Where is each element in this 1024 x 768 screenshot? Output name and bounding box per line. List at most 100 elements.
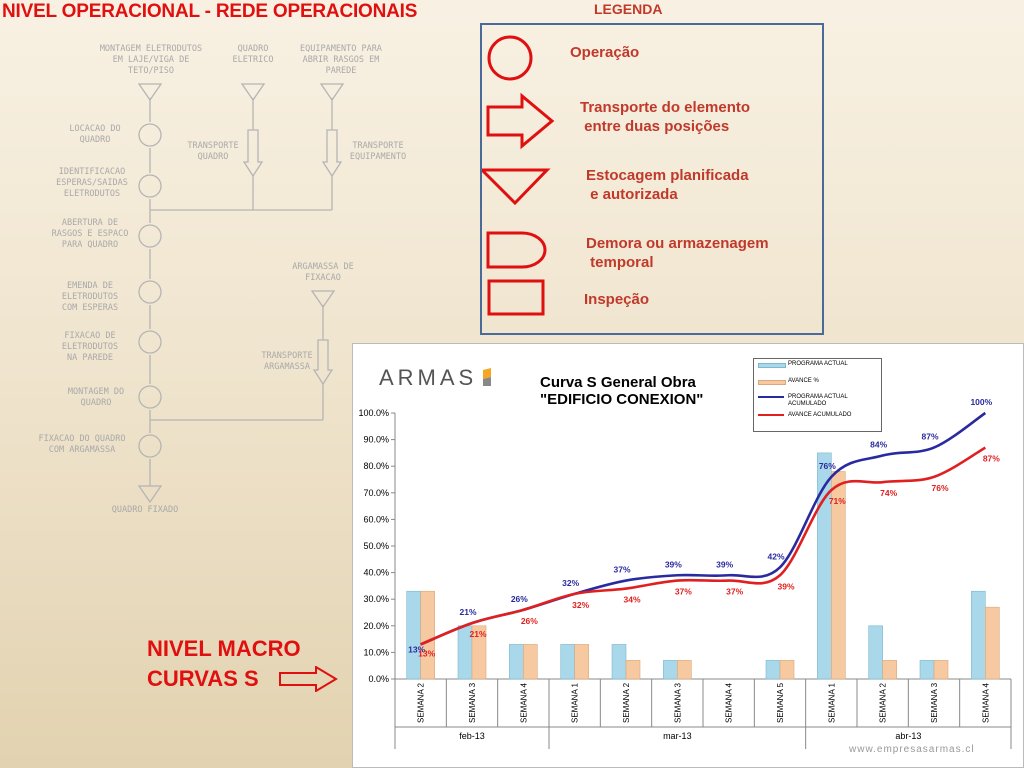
legend-label-transporte: Transporte do elemento entre duas posiçõ… (580, 99, 751, 135)
data-label-programa-acum: 26% (511, 594, 528, 604)
bar-avance (420, 590, 435, 680)
data-label-avance-acum: 37% (726, 587, 743, 597)
transport-arrow-icon (242, 129, 264, 178)
bar-avance (677, 660, 692, 680)
data-label-programa-acum: 37% (613, 565, 630, 575)
data-label-programa-acum: 87% (921, 432, 938, 442)
legend-swatch-programa (758, 363, 786, 368)
s-curve-chart: 0.0% 10.0% 20.0% 30.0% 40.0% 50.0% 60.0% 70.0% 8… (358, 397, 1012, 749)
data-label-avance-acum: 71% (829, 496, 846, 506)
chart-legend: PROGRAMA ACTUAL AVANCE % PROGRAMA ACTUAL… (753, 358, 882, 432)
data-label-avance-acum: 21% (469, 629, 486, 639)
flow-label-montagem-eletrodutos: MONTAGEM ELETRODUTOS EM LAJE/VIGA DE TET… (99, 44, 203, 76)
flow-label-equipamento-abrir: EQUIPAMENTO PARA ABRIR RASGOS EM PAREDE (300, 44, 382, 76)
bar-programa (611, 644, 627, 680)
armas-logo-mark-icon (483, 368, 491, 386)
data-label-programa-acum: 39% (716, 559, 733, 569)
data-label-avance-acum: 13% (418, 648, 435, 658)
storage-triangle-icon (310, 290, 336, 309)
flow-label-quadro-eletrico: QUADRO ELETRICO (232, 44, 274, 65)
bar-programa (765, 660, 781, 680)
data-label-programa-acum: 42% (767, 551, 784, 561)
data-label-avance-acum: 32% (572, 600, 589, 610)
storage-triangle-icon (137, 485, 163, 504)
chart-title-line1: Curva S General Obra (540, 374, 696, 391)
legend-swatch-avance (758, 380, 786, 385)
macro-arrow-icon (279, 666, 338, 692)
flow-label-fixacao-quadro: FIXACAO DO QUADRO COM ARGAMASSA (38, 434, 126, 455)
legend-label-estocagem: Estocagem planificada e autorizada (586, 167, 749, 203)
macro-label: NIVEL MACRO CURVAS S (147, 634, 301, 694)
bar-avance (471, 625, 487, 680)
operation-circle-icon (138, 434, 162, 458)
legend-label-inspecao: Inspeção (584, 291, 650, 308)
legend-box: Operação Transporte do elemento entre du… (480, 23, 824, 335)
operation-circle-icon (138, 224, 162, 248)
x-tick-label: SEMANA 2 (622, 682, 631, 723)
flow-label-identificacao-esperas: IDENTIFICACAO ESPERAS/SAIDAS ELETRODUTOS (56, 167, 128, 199)
data-label-avance-acum: 74% (880, 488, 897, 498)
bar-avance (625, 660, 641, 680)
x-tick-label: SEMANA 4 (725, 682, 734, 723)
data-label-avance-acum: 26% (521, 616, 538, 626)
line-programa-acumulado (420, 411, 987, 646)
bar-avance (574, 644, 589, 680)
data-label-programa-acum: 21% (459, 607, 476, 617)
delay-d-icon (486, 231, 547, 269)
bar-programa (663, 660, 678, 680)
legend-swatch-programa-acum (758, 396, 784, 398)
chart-legend-avance: AVANCE % (788, 378, 819, 384)
flow-label-transporte-argamassa: TRANSPORTE ARGAMASSA (261, 351, 313, 372)
chart-title-line2: "EDIFICIO CONEXION" (540, 391, 704, 408)
flow-diagram (137, 83, 345, 504)
y-tick-label: 20.0% (363, 621, 389, 631)
bar-avance (523, 644, 538, 680)
chart-legend-avance-acum: AVANCE ACUMULADO (788, 412, 852, 418)
bar-avance (779, 660, 795, 680)
flow-label-abertura-rasgos: ABERTURA DE RASGOS E ESPACO PARA QUADRO (51, 218, 129, 250)
legend-label-operacao: Operação (570, 44, 640, 61)
y-tick-label: 100.0% (358, 408, 389, 418)
bar-programa (868, 625, 883, 680)
operation-circle-icon (138, 280, 162, 304)
data-label-programa-acum: 32% (562, 578, 579, 588)
flow-label-transporte-quadro: TRANSPORTE QUADRO (187, 141, 239, 162)
data-label-programa-acum: 76% (819, 461, 836, 471)
operation-circle-icon (138, 123, 162, 147)
macro-label-line2: CURVAS S (147, 666, 259, 691)
bar-avance (985, 606, 1000, 680)
x-tick-label: SEMANA 3 (468, 682, 477, 723)
legend-label-demora: Demora ou armazenagem temporal (586, 235, 769, 271)
inspection-square-icon (487, 279, 545, 316)
bar-programa (560, 644, 575, 680)
month-label: mar-13 (663, 731, 692, 741)
data-label-avance-acum: 37% (675, 587, 692, 597)
data-label-programa-acum: 13% (408, 644, 425, 654)
transport-arrow-icon (312, 339, 334, 386)
transport-arrow-icon (486, 92, 555, 150)
flow-label-argamassa-fixacao: ARGAMASSA DE FIXACAO (292, 262, 354, 283)
data-label-programa-acum: 84% (870, 440, 887, 450)
chart-title: Curva S General Obra "EDIFICIO CONEXION" (540, 374, 703, 408)
bar-programa (971, 590, 986, 680)
slide-title: NIVEL OPERACIONAL - REDE OPERACIONAIS (2, 1, 418, 22)
legend-swatch-avance-acum (758, 414, 784, 416)
y-tick-label: 60.0% (363, 514, 389, 524)
transport-arrow-icon (321, 129, 343, 178)
legend-title: LEGENDA (594, 1, 663, 17)
y-tick-label: 90.0% (363, 435, 389, 445)
bar-programa (509, 644, 524, 680)
flow-label-quadro-fixado: QUADRO FIXADO (111, 505, 179, 515)
bar-avance (933, 660, 949, 680)
x-tick-label: SEMANA 4 (981, 682, 990, 723)
storage-triangle-icon (482, 168, 551, 206)
line-avance-acumulado (420, 446, 986, 646)
flow-label-emenda-eletrodutos: EMENDA DE ELETRODUTOS COM ESPERAS (61, 281, 119, 313)
data-label-avance-acum: 39% (777, 581, 794, 591)
x-tick-label: SEMANA 3 (673, 682, 682, 723)
operation-circle-icon (487, 35, 533, 81)
x-tick-label: SEMANA 3 (930, 682, 939, 723)
x-tick-label: SEMANA 5 (776, 682, 785, 723)
y-tick-label: 30.0% (363, 594, 389, 604)
month-label: feb-13 (459, 731, 485, 741)
